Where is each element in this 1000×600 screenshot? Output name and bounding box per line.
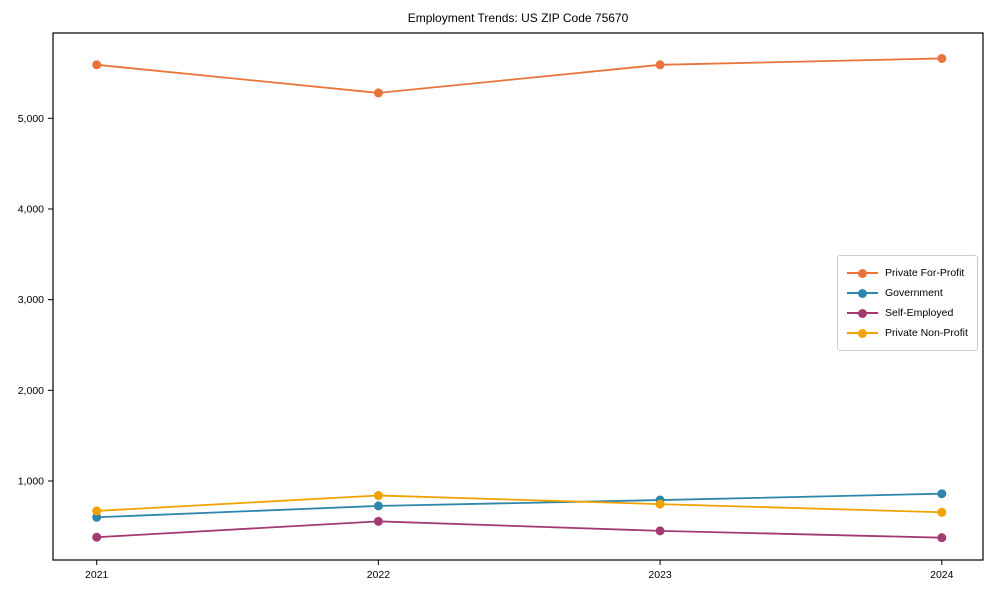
legend: Private For-Profit Government Self-Employe… [837, 255, 978, 351]
y-tick-label: 2,000 [18, 385, 44, 397]
y-tick-label: 4,000 [18, 203, 44, 215]
series-line-government [96, 492, 942, 519]
data-point-private-non-profit-2022 [373, 491, 383, 501]
data-point-private-non-profit-2024 [937, 507, 947, 517]
data-point-self-employed-2021 [92, 532, 102, 542]
data-point-private-for-profit-2023 [655, 60, 665, 70]
series-line-private-for-profit [96, 57, 942, 94]
legend-item-label: Government [885, 287, 943, 299]
data-point-government-2021 [92, 512, 102, 522]
legend-line-marker-icon [847, 288, 878, 298]
legend-line-marker-icon [847, 268, 878, 278]
legend-item-private-non-profit: Private Non-Profit [847, 323, 969, 343]
axes-frame [52, 32, 984, 561]
legend-line-marker-icon [847, 328, 878, 338]
y-tick-label: 3,000 [18, 294, 44, 306]
series-line-self-employed [96, 520, 942, 539]
legend-item-self-employed: Self-Employed [847, 303, 969, 323]
y-tick-label: 1,000 [18, 476, 44, 488]
x-tick-label: 2022 [367, 569, 391, 581]
data-point-self-employed-2022 [373, 516, 383, 526]
legend-item-label: Private Non-Profit [885, 327, 968, 339]
data-point-government-2024 [937, 489, 947, 499]
data-point-government-2022 [373, 501, 383, 511]
x-tick-label: 2024 [930, 569, 954, 581]
legend-item-government: Government [847, 283, 969, 303]
chart-title: Employment Trends: US ZIP Code 75670 [407, 11, 629, 25]
legend-line-marker-icon [847, 308, 878, 318]
data-point-self-employed-2023 [655, 526, 665, 536]
legend-item-label: Private For-Profit [885, 267, 965, 279]
legend-item-private-for-profit: Private For-Profit [847, 263, 969, 283]
data-point-private-for-profit-2022 [373, 88, 383, 98]
data-point-self-employed-2024 [937, 533, 947, 543]
data-point-private-for-profit-2024 [937, 53, 947, 63]
data-point-private-non-profit-2021 [92, 506, 102, 516]
data-point-private-non-profit-2023 [655, 499, 665, 509]
x-tick-label: 2021 [85, 569, 109, 581]
y-tick-label: 5,000 [18, 113, 44, 125]
data-point-private-for-profit-2021 [92, 60, 102, 70]
legend-item-label: Self-Employed [885, 307, 954, 319]
x-tick-label: 2023 [648, 569, 672, 581]
series-line-private-non-profit [96, 494, 942, 514]
